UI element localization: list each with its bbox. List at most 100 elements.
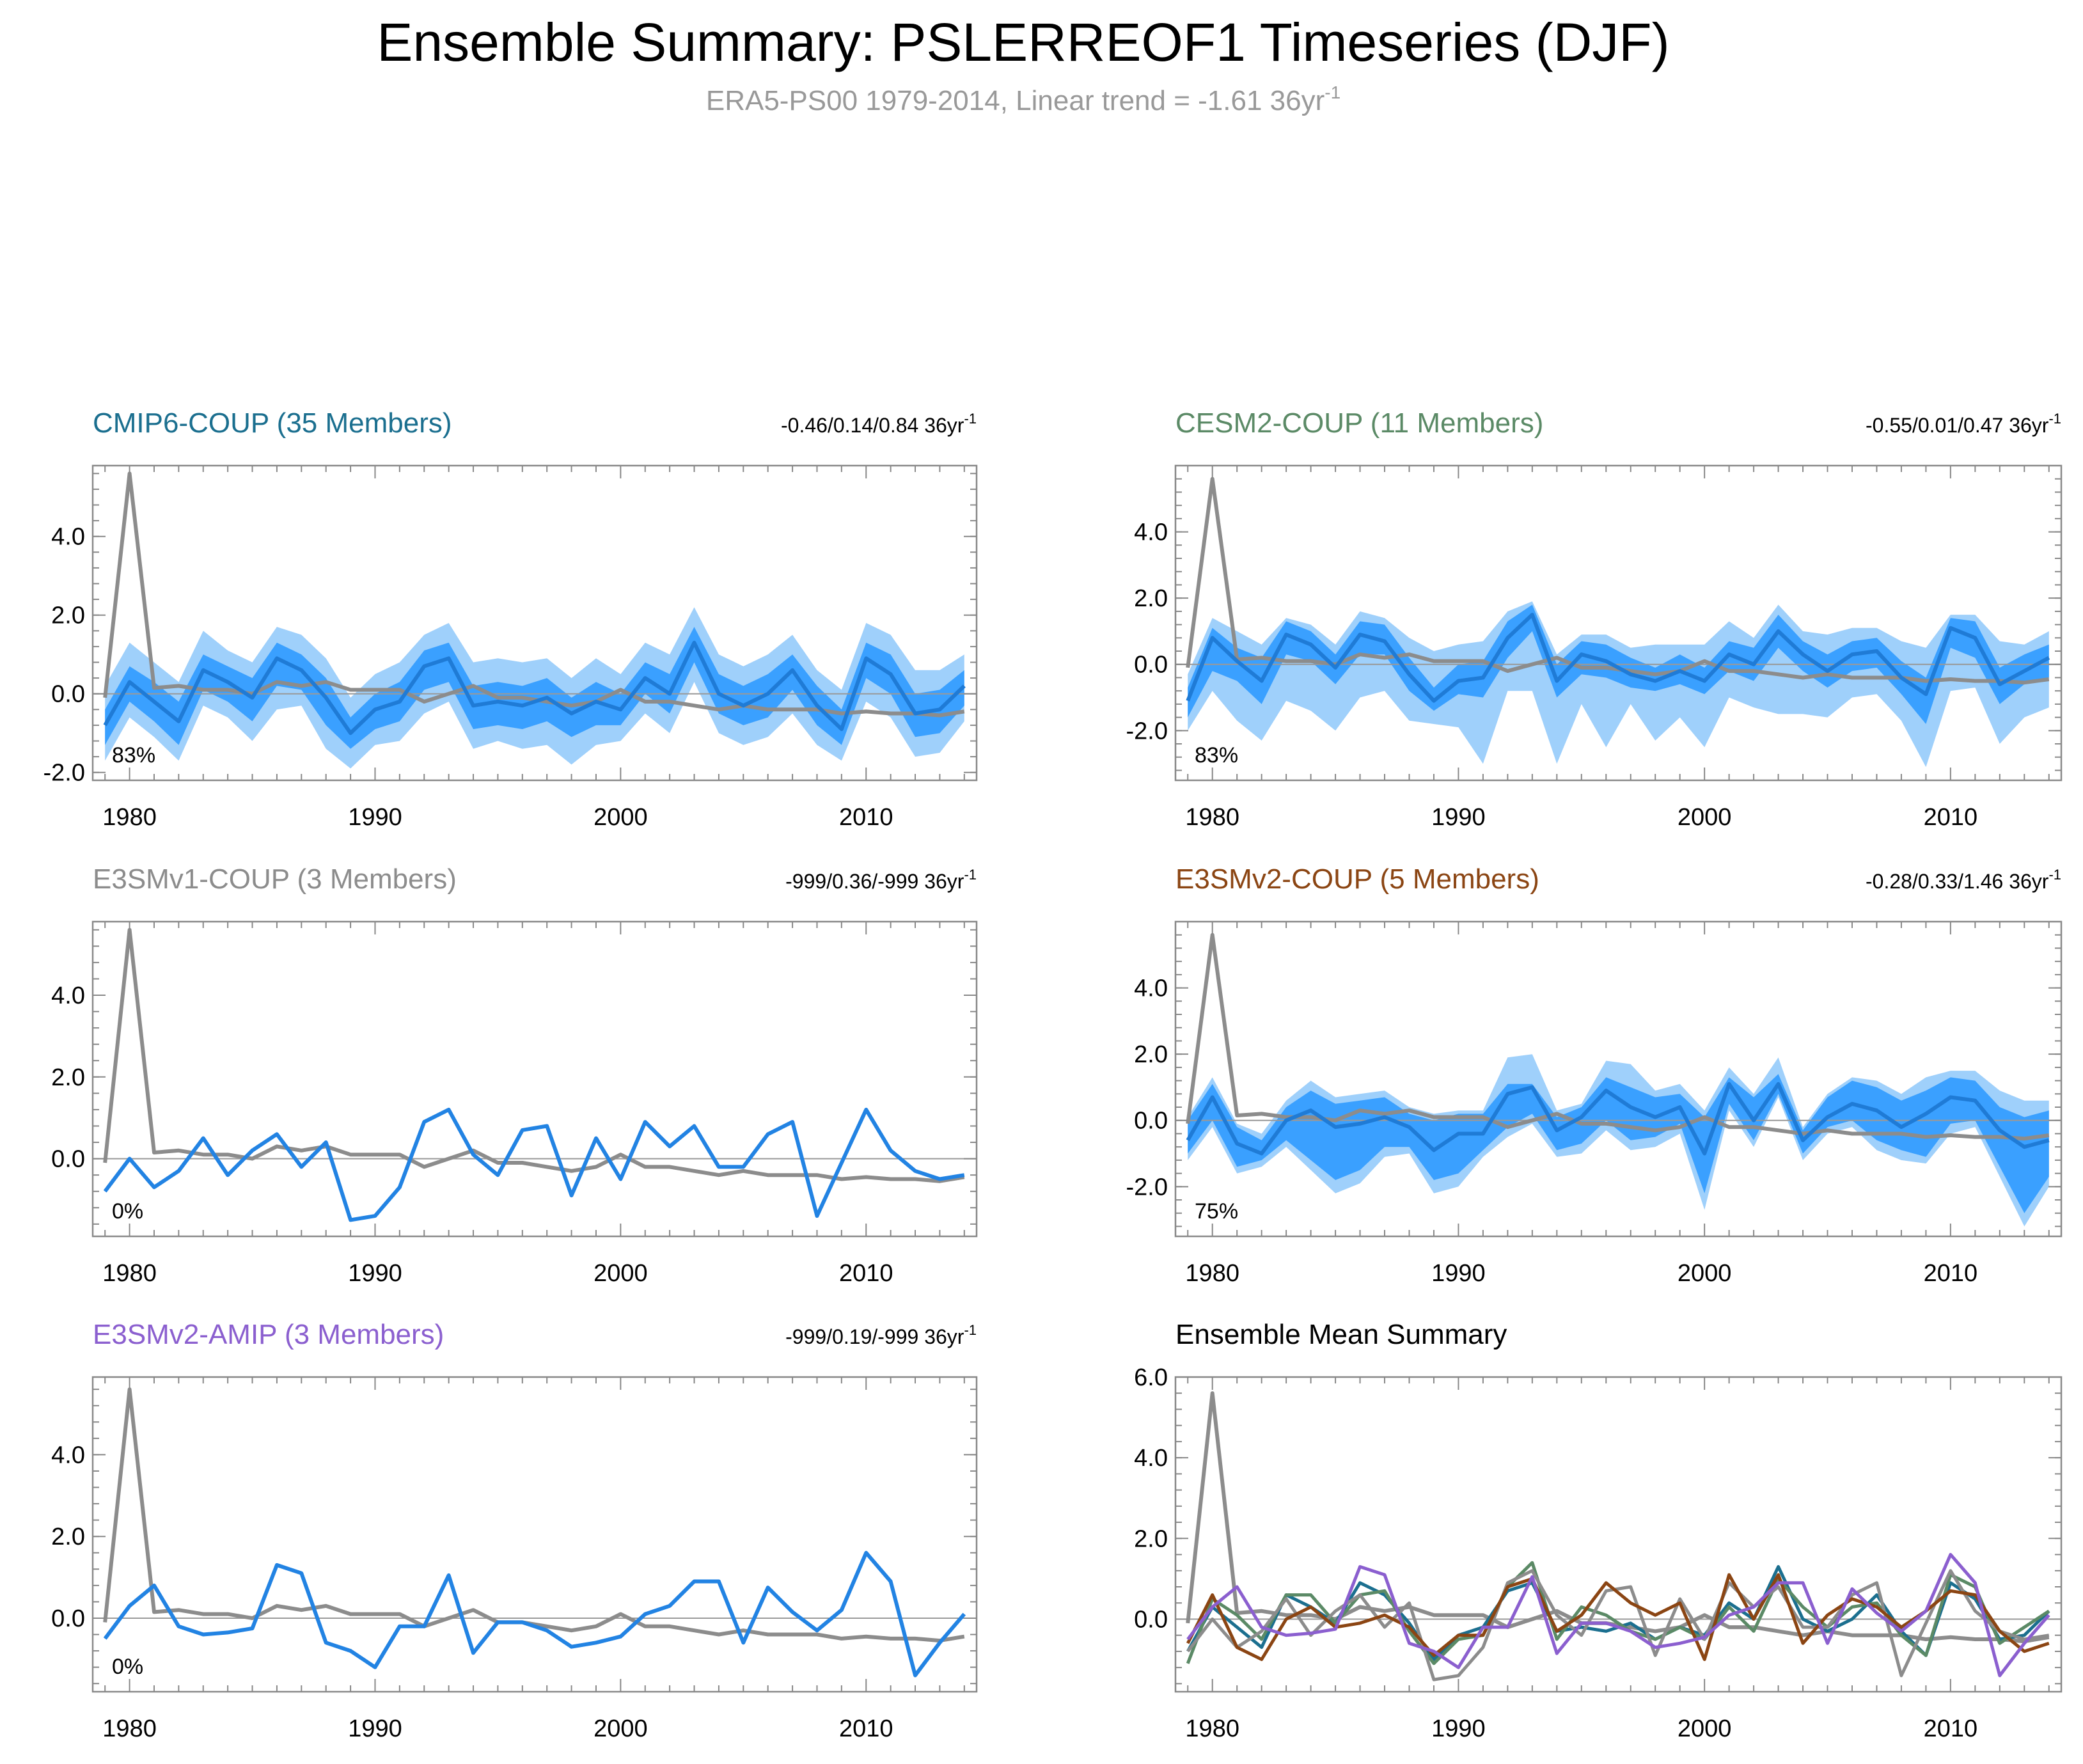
y-tick-label: -2.0: [1126, 718, 1168, 744]
y-tick-label: 0.0: [1134, 652, 1168, 679]
x-tick-label: 2000: [1678, 1715, 1732, 1742]
x-tick-label: 2010: [839, 1715, 893, 1742]
panel-e3smv2coup: 1980 1990 2000 2010 4.0 2.0 0.0 -2.0 E3SMv2-COUP…: [1126, 863, 2063, 1287]
ensemble-mean-line: [1186, 1082, 2050, 1156]
series-line-e3smv1-coup: [1186, 1569, 2050, 1681]
band-25-75: [1188, 1074, 2049, 1213]
y-tick-label: 4.0: [51, 982, 85, 1009]
trend-label: -0.55/0.01/0.47 36yr-1: [1866, 411, 2061, 437]
y-tick-label: 4.0: [1134, 519, 1168, 546]
trend-label-sup: -1: [964, 867, 977, 883]
x-tick-label: 1990: [1431, 1715, 1486, 1742]
percent-label: 0%: [112, 1655, 143, 1679]
ensemble-mean-line: [103, 1107, 965, 1222]
y-tick-label: 4.0: [51, 1442, 85, 1469]
x-tick-label: 1980: [102, 804, 157, 831]
obs-line: [1186, 933, 2050, 1141]
x-tick-label: 1980: [1185, 1715, 1239, 1742]
x-tick-label: 2010: [1924, 804, 1978, 831]
plot-frame: [1174, 1376, 2063, 1693]
plot-frame: [1174, 464, 2063, 782]
series-line-cesm2-coup: [1186, 1561, 2050, 1666]
y-tick-label: 2.0: [1134, 1041, 1168, 1068]
plot-frame: [91, 464, 978, 782]
panels: 1980 1990 2000 2010 4.0 2.0 0.0 -2.0 CMIP6-COUP …: [43, 407, 2063, 1742]
obs-line: [103, 1387, 965, 1643]
ensemble-mean-line: [1186, 613, 2050, 703]
x-tick-label: 2000: [1678, 1260, 1732, 1287]
panel-e3smv1: 1980 1990 2000 2010 4.0 2.0 0.0 E3SMv1-COUP (3 …: [51, 863, 978, 1287]
panel-e3smv2amip: 1980 1990 2000 2010 4.0 2.0 0.0 E3SMv2-AMIP (3 …: [51, 1319, 978, 1742]
x-tick-label: 2000: [593, 1715, 648, 1742]
x-tick-label: 1980: [102, 1260, 157, 1287]
figure-subtitle: ERA5-PS00 1979-2014, Linear trend = -1.6…: [706, 83, 1340, 116]
y-tick-label: 2.0: [1134, 1525, 1168, 1552]
panel-title: CESM2-COUP (11 Members): [1175, 407, 1543, 439]
panel-title: E3SMv2-AMIP (3 Members): [93, 1319, 444, 1350]
panel-summary: 1980 1990 2000 2010 6.0 4.0 2.0 0.0 Ensemble Mea…: [1134, 1319, 2063, 1742]
x-tick-label: 2010: [1924, 1260, 1978, 1287]
y-tick-label: 4.0: [1134, 1445, 1168, 1472]
band-10-90: [1188, 601, 2049, 768]
panel-title: CMIP6-COUP (35 Members): [93, 407, 452, 439]
percent-label: 75%: [1195, 1199, 1238, 1224]
y-tick-label: 2.0: [51, 1524, 85, 1550]
obs-line: [103, 927, 965, 1183]
y-tick-label: 4.0: [51, 524, 85, 551]
plot-frame: [1174, 920, 2063, 1238]
x-tick-label: 1980: [102, 1715, 157, 1742]
x-tick-label: 2000: [1678, 804, 1732, 831]
y-tick-label: 6.0: [1134, 1364, 1168, 1391]
trend-label: -0.28/0.33/1.46 36yr-1: [1866, 867, 2061, 893]
x-tick-label: 2010: [839, 804, 893, 831]
trend-label-sup: -1: [2048, 867, 2061, 883]
panel-title: E3SMv1-COUP (3 Members): [93, 863, 457, 895]
y-tick-label: -2.0: [43, 760, 85, 787]
y-tick-label: 0.0: [51, 1146, 85, 1173]
percent-label: 83%: [112, 743, 155, 768]
percent-label: 83%: [1195, 743, 1238, 768]
percent-label: 0%: [112, 1199, 143, 1224]
panel-title: E3SMv2-COUP (5 Members): [1175, 863, 1539, 895]
trend-label-text: -0.55/0.01/0.47 36yr: [1866, 414, 2049, 437]
panel-title: Ensemble Mean Summary: [1175, 1319, 1507, 1350]
y-tick-label: 0.0: [51, 1605, 85, 1632]
series-line-e3smv2-coup: [1186, 1573, 2050, 1661]
x-tick-label: 1990: [1431, 804, 1486, 831]
y-tick-label: 2.0: [51, 602, 85, 629]
y-tick-label: 0.0: [1134, 1108, 1168, 1135]
x-tick-label: 1990: [1431, 1260, 1486, 1287]
y-tick-label: 4.0: [1134, 975, 1168, 1002]
x-tick-label: 2000: [593, 1260, 648, 1287]
panel-cesm2: 1980 1990 2000 2010 4.0 2.0 0.0 -2.0 CESM2-COUP …: [1126, 407, 2063, 831]
trend-label: -999/0.36/-999 36yr-1: [785, 867, 977, 893]
x-tick-label: 2000: [593, 804, 648, 831]
series-line-e3smv2-amip: [1186, 1553, 2050, 1678]
plot-frame: [91, 920, 978, 1238]
x-tick-label: 1990: [348, 804, 402, 831]
x-tick-label: 1990: [348, 1260, 402, 1287]
x-tick-label: 2010: [839, 1260, 893, 1287]
panel-cmip6: 1980 1990 2000 2010 4.0 2.0 0.0 -2.0 CMIP6-COUP …: [43, 407, 978, 831]
ensemble-mean-line: [103, 640, 966, 736]
trend-label: -0.46/0.14/0.84 36yr-1: [781, 411, 977, 437]
ensemble-mean-line: [103, 1550, 966, 1678]
x-tick-label: 2010: [1924, 1715, 1978, 1742]
trend-label-text: -0.28/0.33/1.46 36yr: [1866, 870, 2049, 893]
y-tick-label: 0.0: [51, 681, 85, 708]
trend-label-text: -999/0.19/-999 36yr: [785, 1325, 964, 1348]
y-tick-label: 2.0: [51, 1064, 85, 1091]
trend-label-text: -999/0.36/-999 36yr: [785, 870, 964, 893]
x-tick-label: 1980: [1185, 804, 1239, 831]
figure-subtitle-text: ERA5-PS00 1979-2014, Linear trend = -1.6…: [706, 85, 1324, 116]
figure-title: Ensemble Summary: PSLERREOF1 Timeseries …: [377, 12, 1669, 72]
band-25-75: [105, 627, 964, 749]
y-tick-label: 2.0: [1134, 585, 1168, 612]
trend-label: -999/0.19/-999 36yr-1: [785, 1322, 977, 1348]
figure-subtitle-sup: -1: [1324, 83, 1340, 102]
trend-label-sup: -1: [964, 411, 977, 427]
trend-label-sup: -1: [964, 1322, 977, 1338]
y-tick-label: 0.0: [1134, 1606, 1168, 1633]
x-tick-label: 1990: [348, 1715, 402, 1742]
